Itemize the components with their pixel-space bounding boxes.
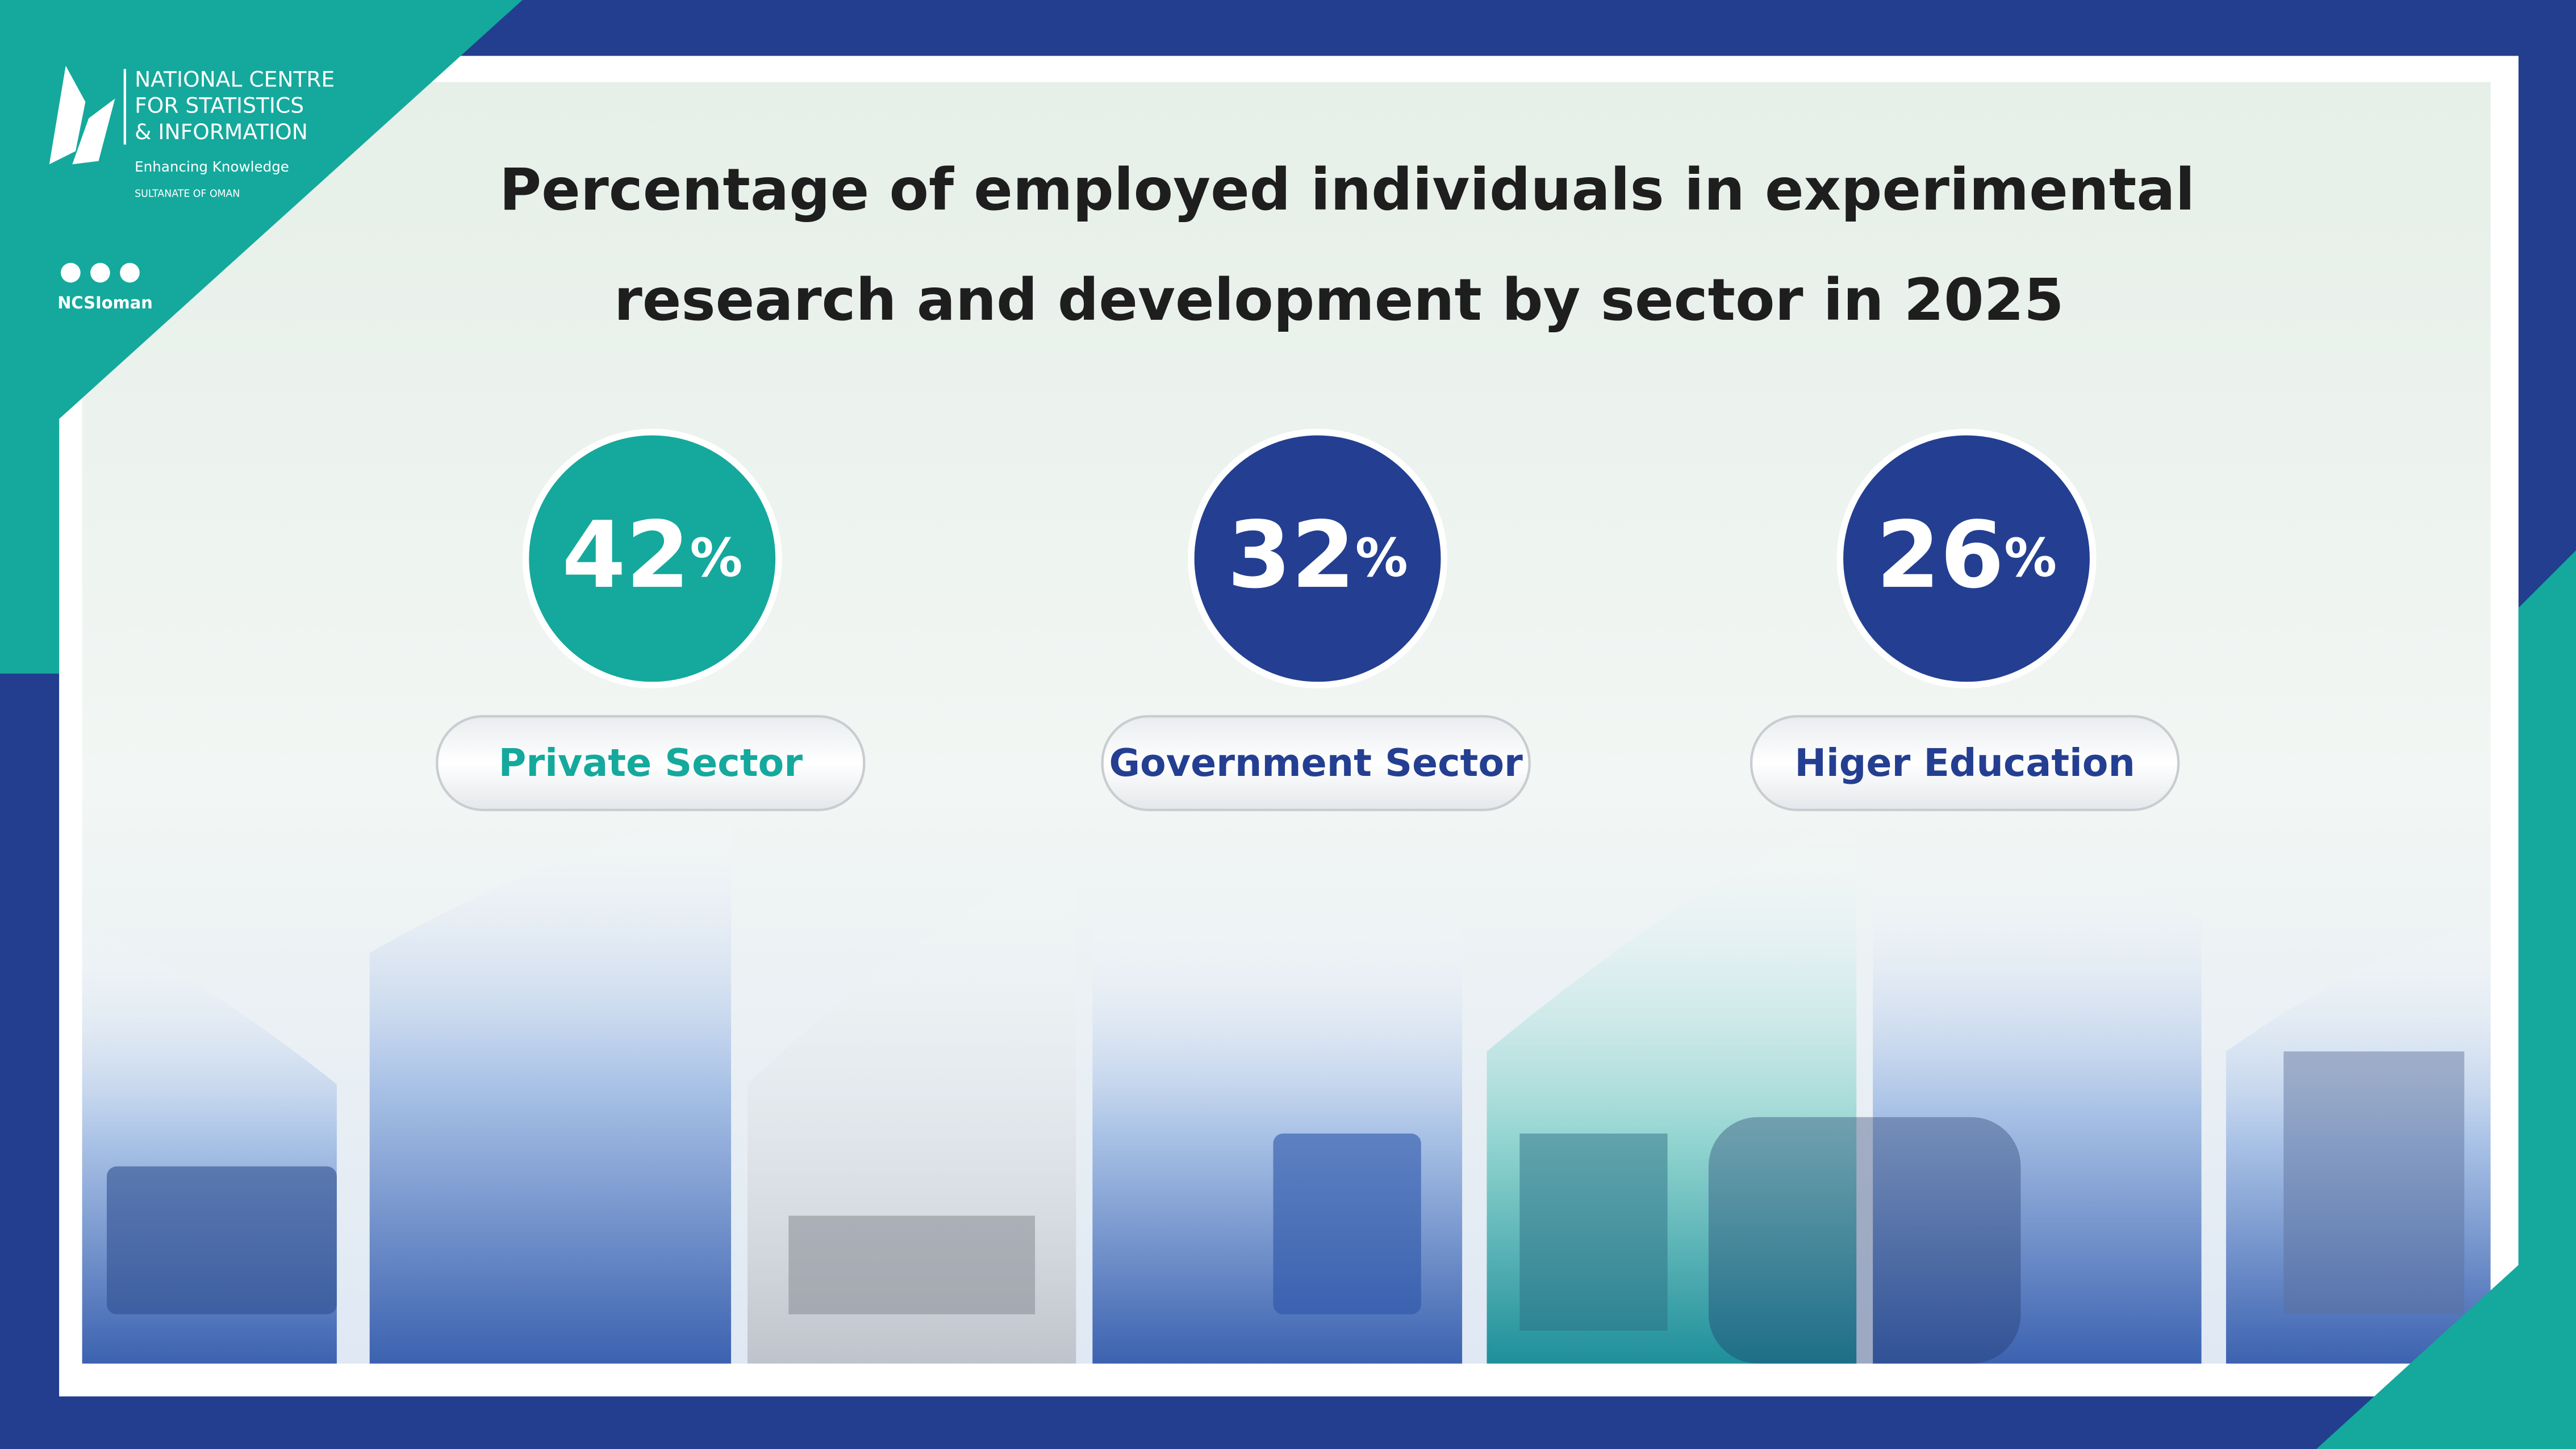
stat-unit: % [1355, 528, 1408, 589]
stat-value: 32% [1228, 503, 1408, 609]
logo-mark [72, 98, 115, 165]
stat-unit: % [690, 528, 743, 589]
stat-number: 42 [562, 503, 690, 609]
corner-accent [2316, 550, 2576, 1449]
social-icon[interactable] [61, 262, 81, 283]
org-name: NATIONAL CENTRE [135, 66, 335, 91]
sector-pill [1101, 715, 1531, 812]
laptop-icon [106, 1166, 337, 1314]
scene-band [2226, 920, 2491, 1364]
country: SULTANATE OF OMAN [135, 188, 240, 199]
stat-circle [1836, 428, 2097, 688]
title: research and development by sector in 20… [614, 266, 2064, 333]
sector-label: Higer Education [1794, 741, 2135, 785]
stat-circle [522, 428, 782, 688]
sector-pill [1750, 715, 2180, 812]
corner-accent [0, 0, 523, 674]
stat-value: 42% [562, 503, 742, 609]
truck-icon [1273, 1133, 1421, 1314]
people-icon [1708, 1117, 2021, 1364]
stat-number: 32 [1228, 503, 1355, 609]
org-name: & INFORMATION [135, 119, 308, 144]
org-name: FOR STATISTICS [135, 93, 304, 118]
logo-mark [49, 65, 86, 165]
tagline: Enhancing Knowledge [135, 158, 289, 175]
building-icon [1519, 1133, 1668, 1331]
books-icon [788, 1216, 1036, 1314]
sector-pill [436, 715, 866, 812]
social-icon[interactable] [90, 262, 110, 283]
social-icon[interactable] [120, 262, 140, 283]
social-handle: NCSIoman [57, 293, 153, 312]
sector-label: Government Sector [1109, 741, 1523, 785]
stat-value: 26% [1876, 503, 2057, 609]
sector-label: Private Sector [499, 741, 803, 785]
scene-band [1873, 854, 2202, 1364]
scenery [82, 805, 2491, 1364]
stat-circle [1188, 428, 1448, 688]
stat-unit: % [2004, 528, 2057, 589]
scene-band [369, 805, 732, 1364]
robot-icon [2283, 1051, 2465, 1314]
stat-number: 26 [1876, 503, 2004, 609]
title: Percentage of employed individuals in ex… [499, 156, 2195, 223]
